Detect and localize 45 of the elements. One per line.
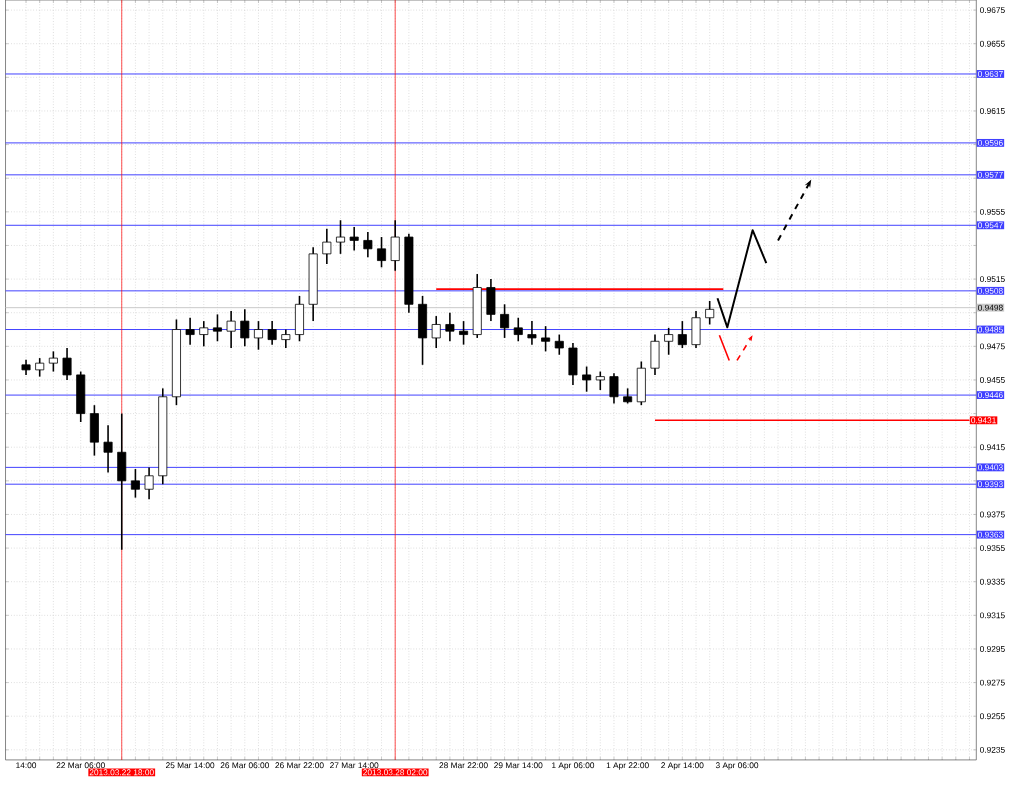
candlestick — [336, 219, 346, 255]
candlestick — [226, 310, 236, 349]
candlestick — [418, 295, 428, 366]
candlestick — [691, 310, 701, 349]
candlestick — [705, 300, 715, 326]
candlestick — [650, 333, 660, 376]
candlestick — [281, 328, 291, 349]
candlestick — [253, 320, 263, 351]
candlestick — [363, 231, 373, 259]
candlestick — [185, 317, 195, 346]
candlestick — [62, 347, 72, 381]
candlestick — [267, 320, 277, 346]
candlestick — [117, 412, 127, 551]
candlestick — [35, 357, 45, 378]
candlestick — [199, 320, 209, 348]
candlestick — [554, 333, 564, 356]
candlestick — [677, 320, 687, 349]
candlestick — [390, 219, 400, 272]
candlestick — [609, 372, 619, 405]
candlestick — [664, 327, 674, 356]
candlestick — [513, 317, 523, 343]
candlestick — [144, 466, 154, 501]
candlestick — [48, 350, 58, 373]
candlestick — [294, 295, 304, 343]
candlestick — [89, 404, 99, 457]
candlestick — [472, 273, 482, 339]
candlestick — [568, 342, 578, 386]
candlestick — [445, 312, 455, 343]
candlestick — [349, 226, 359, 252]
candlestick — [527, 320, 537, 346]
candlestick — [595, 370, 605, 391]
candlestick — [431, 315, 441, 349]
candlestick — [636, 360, 646, 407]
candlestick — [582, 365, 592, 393]
candlestick — [322, 227, 332, 265]
candlestick — [103, 424, 113, 474]
candlestick — [486, 278, 496, 323]
candlestick — [541, 325, 551, 353]
candlestick — [500, 303, 510, 339]
candlestick — [377, 236, 387, 269]
candlestick — [240, 308, 250, 348]
candlestick — [130, 468, 140, 499]
candlestick — [459, 320, 469, 346]
candlestick — [212, 313, 222, 343]
candlestick — [76, 370, 86, 423]
